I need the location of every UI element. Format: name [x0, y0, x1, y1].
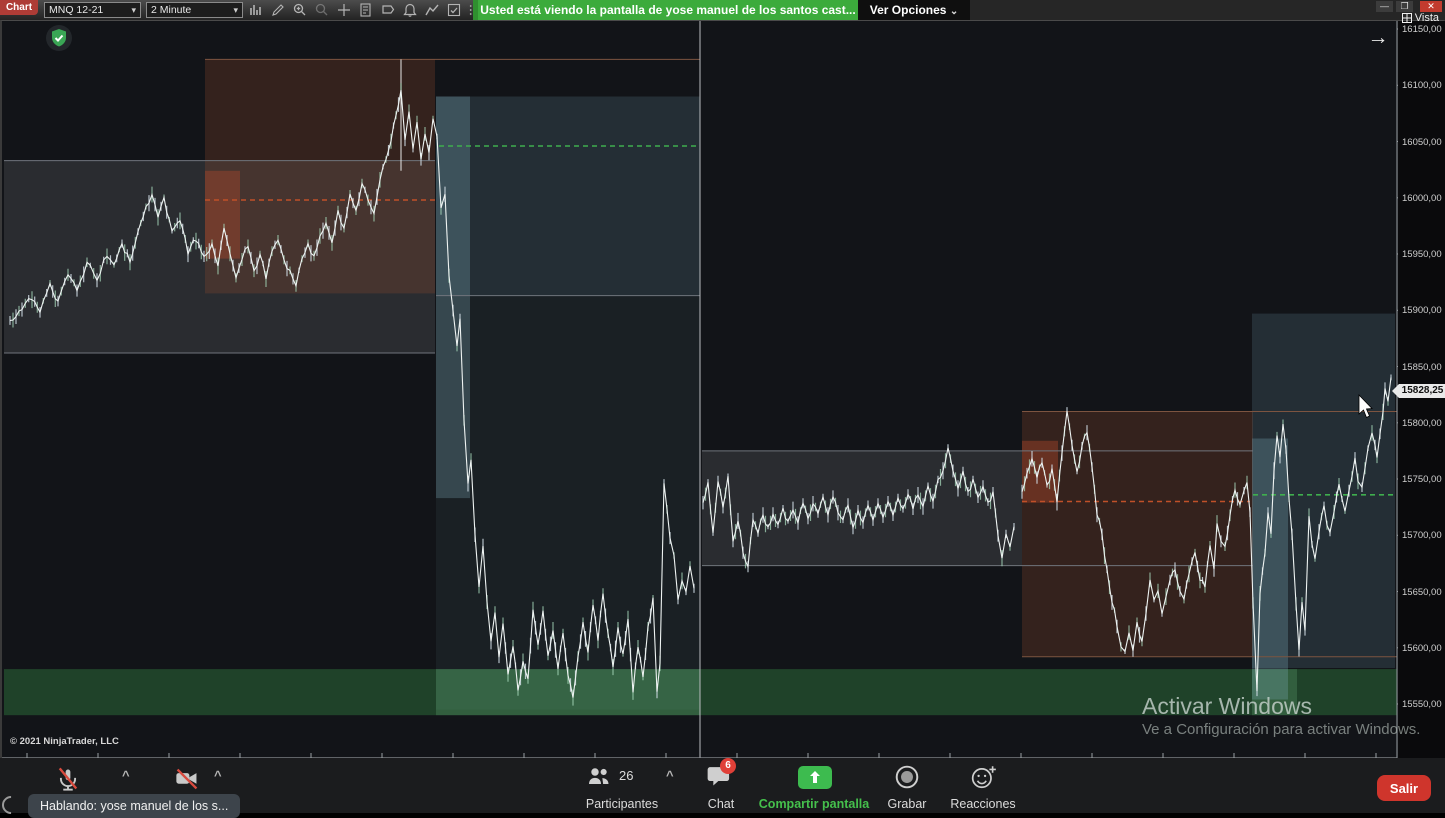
antivirus-shield-icon [44, 23, 74, 53]
activate-windows-watermark: Activar Windows [1142, 693, 1312, 719]
copyright-text: © 2021 NinjaTrader, LLC [10, 736, 119, 747]
share-screen-button[interactable] [797, 765, 833, 790]
zone-gray [702, 450, 1022, 566]
price-axis-label: 15700,00 [1402, 530, 1442, 541]
pencil-icon[interactable] [270, 2, 286, 18]
reactions-button[interactable] [970, 764, 998, 790]
instrument-value: MNQ 12-21 [49, 4, 104, 16]
view-options-label: Ver Opciones [869, 3, 947, 17]
properties-icon[interactable] [446, 2, 462, 18]
window-title-chart: Chart [0, 0, 38, 15]
top-bar: Chart MNQ 12-21 ▾ 2 Minute ▾ Usted está … [0, 0, 1445, 20]
chat-badge: 6 [720, 758, 736, 774]
participants-chevron[interactable]: ^ [666, 768, 674, 783]
price-axis-label: 15650,00 [1402, 587, 1442, 598]
activate-windows-subtext: Ve a Configuración para activar Windows. [1142, 721, 1421, 738]
price-axis-label: 15850,00 [1402, 362, 1442, 373]
window-grid-icon [1401, 12, 1412, 23]
close-button[interactable]: ✕ [1420, 1, 1442, 12]
view-options-button[interactable]: Ver Opciones ⌄ [858, 0, 970, 20]
zone-brown [1022, 411, 1253, 657]
minimize-button[interactable]: — [1376, 1, 1393, 12]
price-axis-label: 16000,00 [1402, 193, 1442, 204]
price-axis-label: 15600,00 [1402, 643, 1442, 654]
zoom-taskbar: ^ ^ Hablando: yose manuel de los s... 26… [0, 758, 1445, 818]
speaking-tooltip: Hablando: yose manuel de los s... [28, 794, 241, 818]
interval-value: 2 Minute [151, 4, 192, 16]
chat-label: Chat [707, 797, 735, 811]
price-line-right-pane [1021, 377, 1392, 692]
participants-label: Participantes [585, 797, 659, 811]
interval-dropdown[interactable]: 2 Minute ▾ [146, 2, 243, 18]
share-screen-label: Compartir pantalla [758, 797, 870, 811]
price-axis-label: 15900,00 [1402, 305, 1442, 316]
price-axis-label: 16150,00 [1402, 24, 1442, 35]
banner-accent [473, 0, 478, 20]
zone-teal-faint [436, 295, 700, 710]
participants-button[interactable]: 26 [585, 764, 633, 788]
price-line-left-pane [9, 90, 695, 698]
reactions-label: Reacciones [950, 797, 1016, 811]
video-options-chevron[interactable]: ^ [214, 768, 222, 783]
reactions-icon [971, 766, 996, 789]
chart-canvas[interactable] [2, 21, 1445, 759]
price-axis-label: 15750,00 [1402, 474, 1442, 485]
price-axis-label: 15800,00 [1402, 418, 1442, 429]
indicator-icon[interactable] [424, 2, 440, 18]
record-icon [895, 765, 919, 789]
camera-muted-icon [176, 768, 198, 790]
vista-label: Vista [1401, 11, 1439, 24]
zoom-out-icon[interactable] [314, 2, 330, 18]
zone-band-light [1252, 669, 1297, 716]
price-axis-label: 15950,00 [1402, 249, 1442, 260]
ninjatrader-toolbar: Chart MNQ 12-21 ▾ 2 Minute ▾ [0, 0, 481, 20]
price-axis-label: 16050,00 [1402, 137, 1442, 148]
instrument-dropdown[interactable]: MNQ 12-21 ▾ [44, 2, 141, 18]
mute-button[interactable] [55, 766, 81, 792]
record-button[interactable] [894, 764, 920, 790]
chevron-down-icon: ▾ [233, 5, 238, 15]
chevron-down-icon: ⌄ [949, 6, 959, 17]
crosshair-icon[interactable] [336, 2, 352, 18]
chevron-down-icon: ▾ [131, 5, 136, 15]
last-price-tag: 15828,25 [1392, 384, 1445, 398]
bar-chart-icon[interactable] [248, 2, 264, 18]
pan-right-arrow-button[interactable]: → [1367, 26, 1389, 49]
participants-count: 26 [619, 768, 634, 783]
price-axis-label: 15550,00 [1402, 699, 1442, 710]
order-entry-icon[interactable] [380, 2, 396, 18]
chat-button[interactable]: 6 [706, 758, 736, 793]
alert-icon[interactable] [402, 2, 418, 18]
audio-options-chevron[interactable]: ^ [122, 768, 130, 783]
price-line-center-pane [702, 447, 1015, 569]
video-button[interactable] [172, 766, 202, 792]
zone-brown-dark [205, 170, 240, 259]
screen-share-banner: Usted está viendo la pantalla de yose ma… [478, 0, 858, 20]
zone-teal [436, 96, 700, 296]
microphone-muted-icon [58, 767, 78, 791]
participants-icon [589, 768, 609, 784]
chart-toolbar-icons [248, 2, 484, 18]
share-screen-icon [798, 766, 832, 789]
avatar-partial [0, 792, 24, 818]
note-icon[interactable] [358, 2, 374, 18]
chart-window: 16150,00 16100,00 16050,00 16000,00 15950,00… [0, 20, 1445, 759]
zoom-in-icon[interactable] [292, 2, 308, 18]
price-axis-label: 16100,00 [1402, 80, 1442, 91]
leave-meeting-button[interactable]: Salir [1377, 775, 1431, 801]
zone-teal [1252, 313, 1395, 668]
restore-button[interactable]: ❐ [1396, 1, 1413, 12]
record-label: Grabar [887, 797, 927, 811]
